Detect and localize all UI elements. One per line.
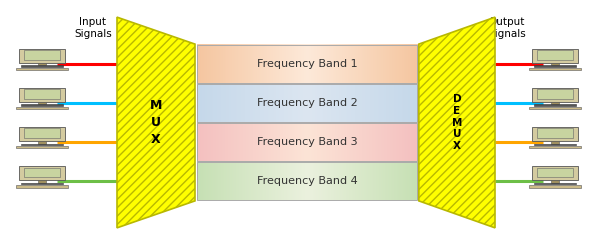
- Bar: [532, 49, 578, 63]
- Bar: [538, 50, 572, 60]
- Bar: [551, 63, 559, 65]
- Bar: [197, 84, 417, 122]
- Bar: [538, 128, 572, 138]
- Bar: [21, 65, 63, 67]
- Bar: [529, 107, 581, 109]
- Text: Frequency Band 3: Frequency Band 3: [257, 137, 357, 147]
- Bar: [25, 50, 59, 60]
- Bar: [532, 127, 578, 141]
- Bar: [538, 89, 572, 99]
- Bar: [538, 168, 572, 177]
- Bar: [197, 45, 417, 83]
- Text: Frequency Band 2: Frequency Band 2: [257, 98, 357, 108]
- Bar: [197, 162, 417, 200]
- Text: D
E
M
U
X: D E M U X: [452, 94, 462, 151]
- Bar: [534, 183, 576, 184]
- Bar: [529, 68, 581, 70]
- Bar: [16, 68, 68, 70]
- Text: Input
Signals: Input Signals: [74, 17, 112, 39]
- Bar: [551, 141, 559, 144]
- Bar: [19, 166, 65, 180]
- Bar: [551, 102, 559, 104]
- Text: Frequency Band 1: Frequency Band 1: [257, 59, 357, 69]
- Bar: [19, 88, 65, 102]
- Bar: [21, 104, 63, 106]
- Bar: [16, 107, 68, 109]
- Text: Frequency Band 4: Frequency Band 4: [257, 176, 357, 186]
- Bar: [38, 102, 46, 104]
- Bar: [529, 146, 581, 148]
- Bar: [25, 168, 59, 177]
- Bar: [16, 185, 68, 187]
- Bar: [534, 144, 576, 145]
- Bar: [38, 180, 46, 183]
- Bar: [532, 88, 578, 102]
- Bar: [16, 146, 68, 148]
- Bar: [532, 166, 578, 180]
- Bar: [38, 63, 46, 65]
- Bar: [21, 144, 63, 145]
- Bar: [19, 49, 65, 63]
- Bar: [38, 141, 46, 144]
- Bar: [529, 185, 581, 187]
- Bar: [25, 128, 59, 138]
- Text: M
U
X: M U X: [150, 99, 162, 146]
- Bar: [25, 89, 59, 99]
- Bar: [21, 183, 63, 184]
- Bar: [197, 123, 417, 161]
- Bar: [551, 180, 559, 183]
- Polygon shape: [419, 17, 495, 228]
- Polygon shape: [117, 17, 195, 228]
- Bar: [19, 127, 65, 141]
- Bar: [534, 65, 576, 67]
- Bar: [534, 104, 576, 106]
- Text: Output
Signals: Output Signals: [488, 17, 526, 39]
